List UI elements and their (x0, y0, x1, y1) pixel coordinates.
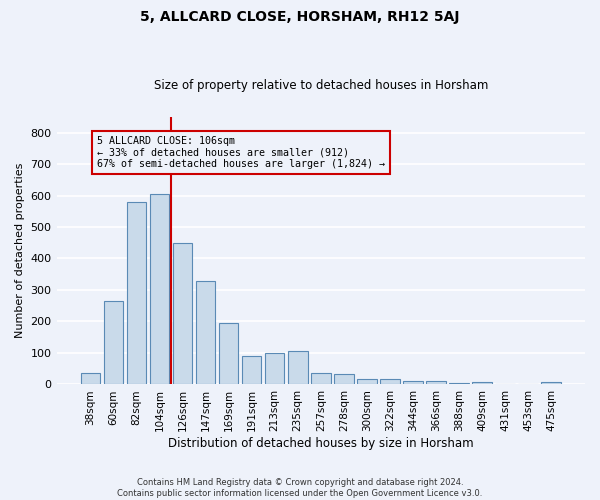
Bar (127, 202, 146, 384)
Bar (357, 379, 377, 384)
Y-axis label: Number of detached properties: Number of detached properties (15, 163, 25, 338)
Bar (242, 356, 262, 384)
Bar (472, 382, 492, 384)
Text: Contains HM Land Registry data © Crown copyright and database right 2024.
Contai: Contains HM Land Registry data © Crown c… (118, 478, 482, 498)
Bar (541, 382, 561, 384)
Text: 5 ALLCARD CLOSE: 106sqm
← 33% of detached houses are smaller (912)
67% of semi-d: 5 ALLCARD CLOSE: 106sqm ← 33% of detache… (97, 136, 385, 169)
Bar (449, 383, 469, 384)
Bar (196, 280, 215, 384)
Title: Size of property relative to detached houses in Horsham: Size of property relative to detached ho… (154, 79, 488, 92)
Bar (380, 379, 400, 384)
Bar (173, 242, 193, 384)
Bar (403, 380, 423, 384)
Bar (80, 374, 100, 384)
X-axis label: Distribution of detached houses by size in Horsham: Distribution of detached houses by size … (168, 437, 473, 450)
Bar (149, 194, 169, 384)
Bar (265, 353, 284, 384)
Bar (311, 374, 331, 384)
Bar (426, 382, 446, 384)
Bar (219, 323, 238, 384)
Bar (334, 374, 353, 384)
Bar (288, 352, 308, 384)
Text: 5, ALLCARD CLOSE, HORSHAM, RH12 5AJ: 5, ALLCARD CLOSE, HORSHAM, RH12 5AJ (140, 10, 460, 24)
Bar (104, 301, 123, 384)
